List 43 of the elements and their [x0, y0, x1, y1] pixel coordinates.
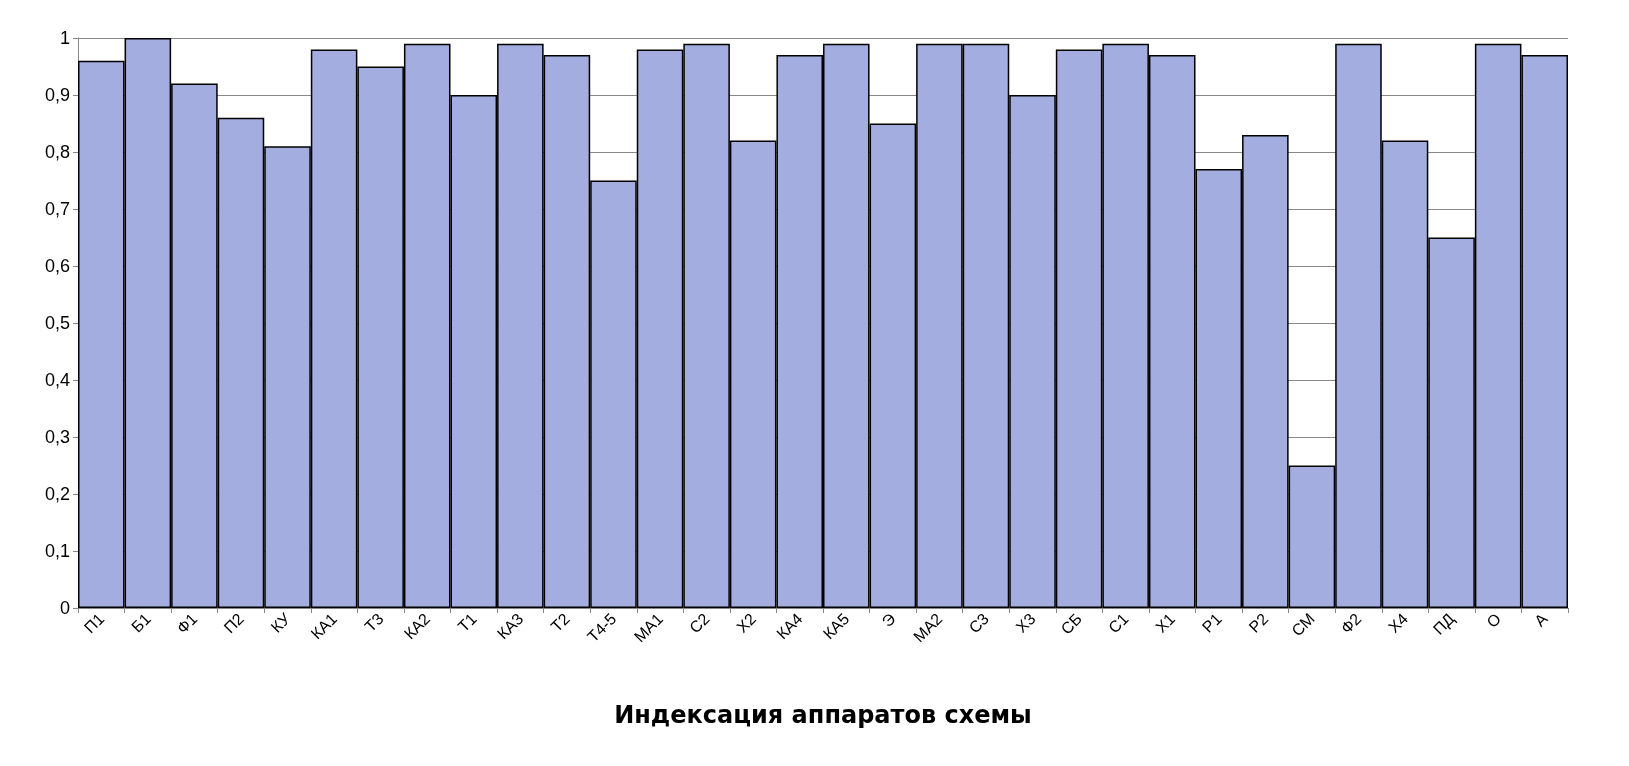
x-tick-label: Т2 [547, 609, 573, 636]
x-tick-label: Х2 [733, 609, 760, 636]
x-tick-label: КА1 [307, 609, 341, 643]
x-tick-label: С3 [965, 609, 993, 637]
x-tick-label: ПД [1429, 609, 1458, 638]
x-tick-label: Х1 [1152, 609, 1179, 636]
x-tick-label: КА3 [493, 609, 527, 643]
x-tick-label: Ф1 [173, 609, 201, 637]
y-tick-label: 1 [59, 28, 70, 48]
x-tick-label: Х3 [1012, 609, 1039, 636]
y-tick-label: 0,2 [44, 484, 70, 504]
x-tick-label: Т4-5 [584, 609, 620, 646]
x-tick-label: Э [878, 609, 899, 631]
x-axis-title: Индексация аппаратов схемы [614, 701, 1032, 729]
y-tick-label: 0,5 [44, 313, 70, 333]
x-tick-label: Т1 [454, 609, 480, 636]
x-tick-label: С2 [686, 609, 713, 637]
x-tick-label: СБ [1057, 609, 1086, 638]
x-tick-label: П1 [80, 609, 108, 637]
y-tick-label: 0,6 [44, 256, 70, 276]
x-tick-label: МА1 [630, 609, 667, 646]
x-tick-label: П2 [220, 609, 248, 637]
x-tick-label: Т3 [361, 609, 387, 636]
y-tick-label: 0 [59, 598, 70, 618]
x-tick-label: Б1 [128, 609, 154, 636]
x-tick-label: А [1531, 609, 1551, 630]
y-tick-label: 0,7 [44, 199, 70, 219]
y-tick-label: 0,4 [44, 370, 70, 390]
x-tick-label: О [1483, 609, 1505, 631]
y-tick-label: 0,8 [44, 142, 70, 162]
x-tick-label: Х4 [1385, 609, 1412, 636]
x-tick-label: КА4 [773, 609, 806, 643]
x-tick-label: КА2 [400, 609, 434, 643]
x-tick-label: Р1 [1198, 609, 1225, 636]
y-tick-label: 0,9 [44, 85, 70, 105]
x-tick-label: КА5 [819, 609, 853, 643]
x-tick-label: С1 [1105, 609, 1132, 637]
x-tick-label: СМ [1288, 609, 1318, 640]
y-tick-label: 0,1 [44, 541, 70, 561]
x-tick-label: Ф2 [1337, 609, 1365, 637]
x-tick-label: КУ [267, 609, 295, 636]
x-tick-label: Р2 [1245, 609, 1272, 636]
y-tick-label: 0,3 [44, 427, 70, 447]
